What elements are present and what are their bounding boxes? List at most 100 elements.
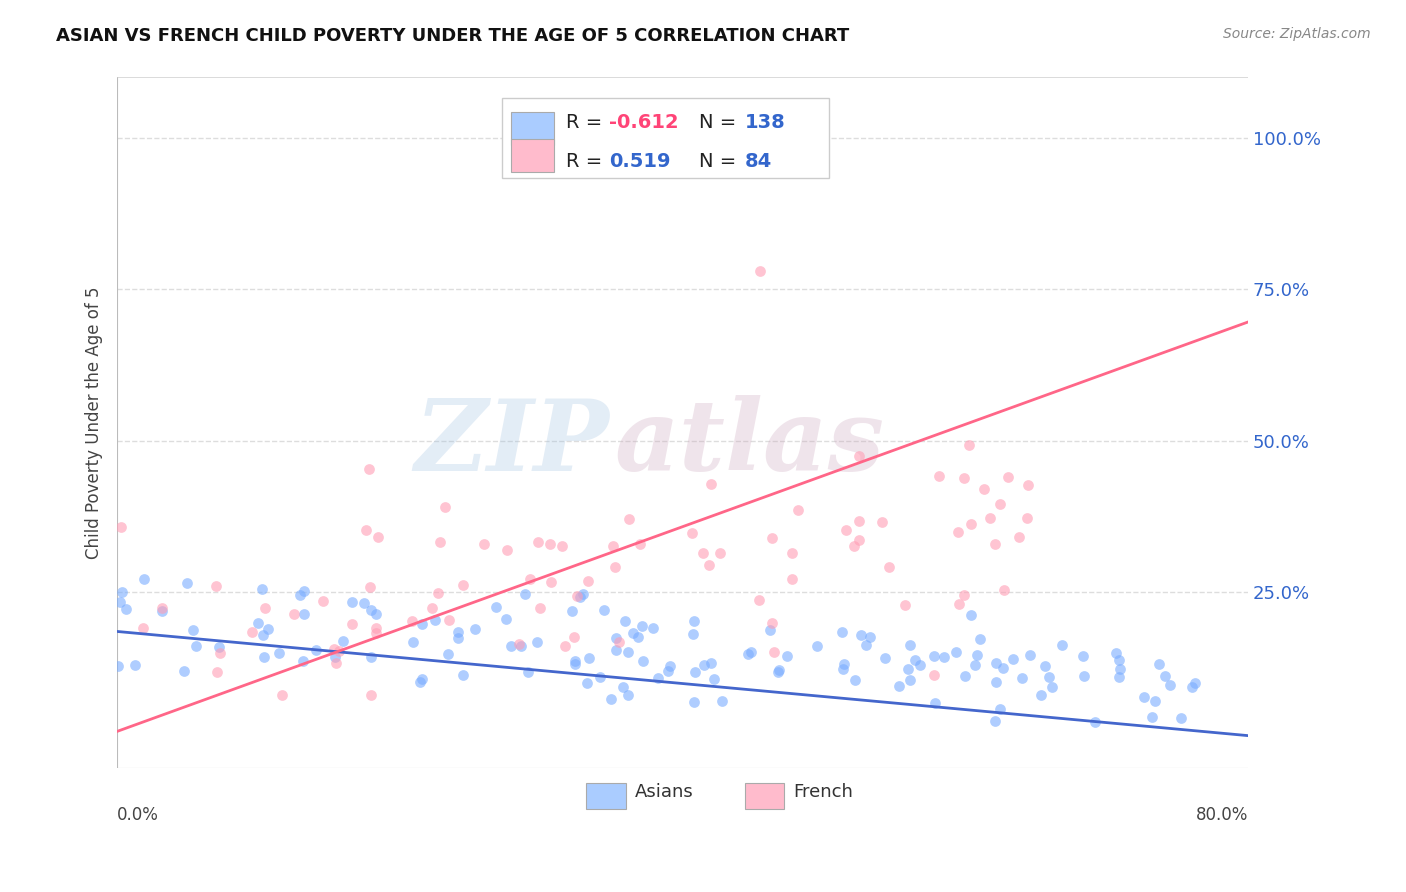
Point: [173, 664, 195, 678]
Point: [509, 639, 531, 653]
FancyBboxPatch shape: [510, 139, 554, 172]
Point: [889, 679, 911, 693]
Text: R =: R =: [567, 113, 609, 132]
Point: [181, 623, 204, 637]
Point: [1170, 711, 1192, 725]
Point: [150, 601, 173, 615]
Point: [908, 657, 931, 672]
Point: [253, 649, 276, 664]
Point: [953, 588, 976, 602]
Point: [453, 668, 475, 682]
Point: [851, 628, 873, 642]
Point: [367, 530, 389, 544]
Point: [186, 639, 208, 653]
Point: [612, 680, 634, 694]
Point: [1071, 648, 1094, 663]
Point: [205, 579, 228, 593]
Point: [176, 576, 198, 591]
Point: [703, 672, 725, 686]
Point: [516, 665, 538, 679]
Point: [681, 526, 703, 541]
Point: [786, 503, 808, 517]
FancyBboxPatch shape: [510, 112, 554, 145]
Point: [269, 646, 291, 660]
Text: N =: N =: [699, 152, 742, 171]
Point: [641, 621, 664, 635]
Point: [411, 673, 433, 687]
Point: [508, 637, 530, 651]
Point: [683, 695, 706, 709]
Point: [948, 597, 970, 611]
Point: [848, 450, 870, 464]
Point: [682, 614, 704, 628]
Point: [844, 539, 866, 553]
Point: [554, 639, 576, 653]
Point: [1279, 125, 1302, 139]
Point: [993, 582, 1015, 597]
Point: [616, 688, 638, 702]
Point: [897, 662, 920, 676]
Point: [997, 469, 1019, 483]
Point: [602, 540, 624, 554]
Point: [984, 656, 1007, 670]
Point: [627, 630, 650, 644]
Point: [969, 632, 991, 646]
Point: [740, 645, 762, 659]
Point: [360, 603, 382, 617]
Point: [748, 592, 770, 607]
Point: [848, 533, 870, 548]
Point: [737, 647, 759, 661]
Point: [593, 603, 616, 617]
Point: [325, 656, 347, 670]
Point: [364, 626, 387, 640]
Point: [360, 650, 382, 665]
Point: [110, 595, 132, 609]
Point: [1109, 663, 1132, 677]
Text: -0.612: -0.612: [609, 113, 679, 132]
Point: [1050, 638, 1073, 652]
Point: [257, 622, 280, 636]
Point: [619, 512, 641, 526]
Point: [353, 596, 375, 610]
Point: [356, 524, 378, 538]
Point: [953, 669, 976, 683]
Point: [761, 531, 783, 545]
Point: [1184, 676, 1206, 690]
Point: [485, 600, 508, 615]
Point: [834, 523, 856, 537]
Point: [526, 635, 548, 649]
Point: [429, 534, 451, 549]
Point: [759, 624, 782, 638]
Point: [979, 511, 1001, 525]
Point: [110, 584, 132, 599]
Point: [934, 650, 956, 665]
Point: [762, 645, 785, 659]
Point: [1108, 670, 1130, 684]
Point: [110, 520, 132, 534]
Text: 0.0%: 0.0%: [117, 805, 159, 823]
Point: [472, 537, 495, 551]
FancyBboxPatch shape: [586, 783, 626, 809]
Point: [600, 692, 623, 706]
Point: [288, 589, 311, 603]
Point: [283, 607, 305, 621]
Point: [984, 714, 1007, 728]
Point: [700, 656, 723, 670]
Text: French: French: [793, 783, 853, 801]
Point: [855, 638, 877, 652]
Point: [515, 587, 537, 601]
Point: [960, 607, 983, 622]
Point: [682, 626, 704, 640]
Point: [242, 625, 264, 640]
Point: [322, 641, 344, 656]
Point: [572, 587, 595, 601]
Point: [569, 590, 592, 604]
Point: [1108, 652, 1130, 666]
Point: [1181, 681, 1204, 695]
Point: [700, 476, 723, 491]
Text: 138: 138: [745, 113, 786, 132]
Point: [323, 650, 346, 665]
Point: [527, 535, 550, 549]
Text: N =: N =: [699, 113, 742, 132]
Point: [499, 639, 522, 653]
